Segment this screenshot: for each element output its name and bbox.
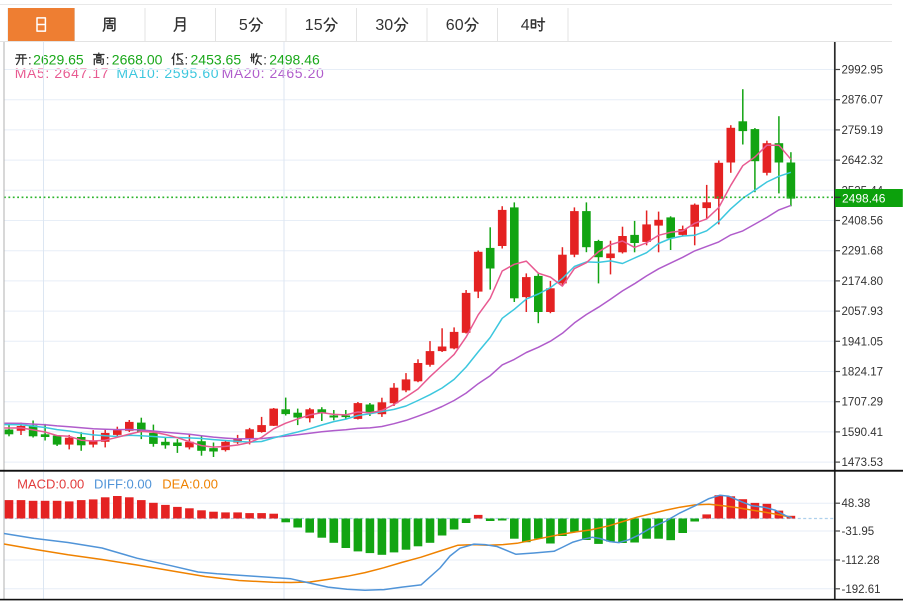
- svg-text:2057.93: 2057.93: [842, 306, 884, 318]
- svg-text:60: 60: [446, 17, 464, 34]
- svg-text:48.38: 48.38: [842, 498, 871, 510]
- svg-text:1707.29: 1707.29: [842, 397, 884, 409]
- svg-text:15: 15: [305, 17, 323, 34]
- svg-text:-31.95: -31.95: [842, 526, 875, 538]
- svg-text:DEA:0.00: DEA:0.00: [162, 477, 218, 492]
- svg-text::: :: [184, 52, 188, 68]
- svg-text:2174.80: 2174.80: [842, 276, 884, 288]
- svg-text:-192.61: -192.61: [842, 584, 881, 596]
- svg-text:1824.17: 1824.17: [842, 367, 884, 379]
- svg-text:30: 30: [375, 17, 393, 34]
- svg-text:5: 5: [239, 17, 248, 34]
- svg-text::: :: [263, 52, 267, 68]
- svg-text:2498.46: 2498.46: [842, 191, 886, 205]
- svg-text:MA10: 2595.60: MA10: 2595.60: [116, 65, 219, 81]
- svg-text:1941.05: 1941.05: [842, 336, 884, 348]
- svg-text:2642.32: 2642.32: [842, 155, 884, 167]
- svg-text:2629.65: 2629.65: [33, 52, 84, 68]
- svg-text::: :: [106, 52, 110, 68]
- svg-text:MA5: 2647.17: MA5: 2647.17: [15, 65, 109, 81]
- svg-text:2992.95: 2992.95: [842, 65, 884, 77]
- svg-text:2759.19: 2759.19: [842, 125, 884, 137]
- svg-text:2668.00: 2668.00: [112, 52, 163, 68]
- svg-text:DIFF:0.00: DIFF:0.00: [94, 477, 152, 492]
- svg-text:2876.07: 2876.07: [842, 95, 884, 107]
- svg-text:1590.41: 1590.41: [842, 427, 884, 439]
- svg-text:MACD:0.00: MACD:0.00: [17, 477, 84, 492]
- svg-text:2453.65: 2453.65: [191, 52, 242, 68]
- svg-text:2498.46: 2498.46: [269, 52, 320, 68]
- svg-text:4: 4: [521, 17, 530, 34]
- svg-text:1473.53: 1473.53: [842, 457, 884, 469]
- svg-text:2408.56: 2408.56: [842, 216, 884, 228]
- svg-text:2291.68: 2291.68: [842, 246, 884, 258]
- svg-text::: :: [28, 52, 32, 68]
- svg-text:-112.28: -112.28: [842, 555, 880, 567]
- svg-text:MA20: 2465.20: MA20: 2465.20: [222, 65, 325, 81]
